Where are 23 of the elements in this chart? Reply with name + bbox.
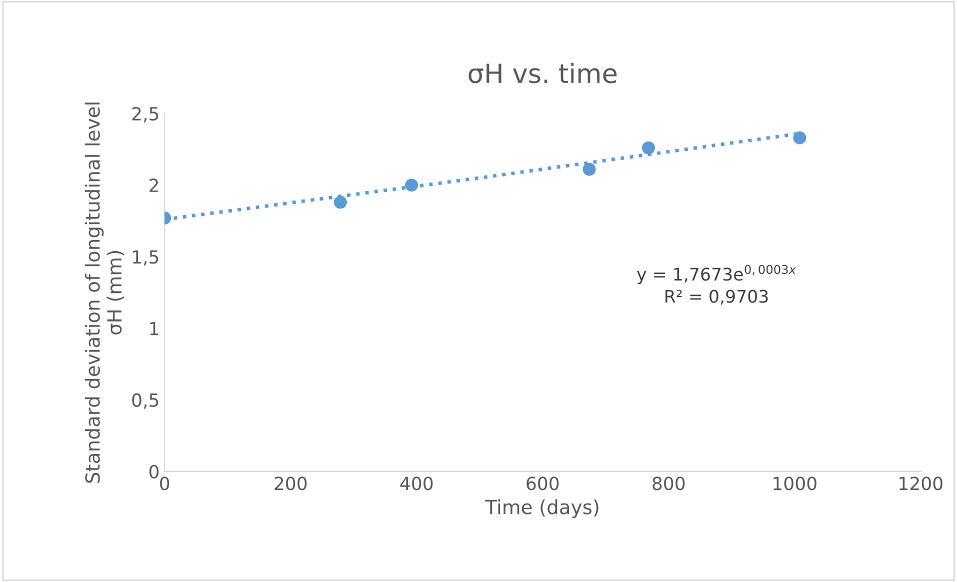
y-tick-label: 2 [150,178,158,192]
y-tick-label: 0 [149,464,159,479]
point [334,196,347,209]
point [642,141,655,154]
x-tick-label: 0 [160,476,170,490]
y-tick-label: 1 [150,322,158,336]
x-tick-label: 400 [400,476,433,490]
x-tick-label: 1200 [900,476,942,490]
annotation: y = 1,7673e$^{0,0003x}$ [636,264,796,284]
y-tick-label: 2,5 [132,106,158,122]
annotation: R² = 0,9703 [666,290,768,305]
point [582,162,596,176]
point [793,131,806,144]
x-tick-label: 200 [274,476,307,490]
y-tick-label: 0,5 [132,393,158,409]
x-axis-title: Time (days) [485,499,598,518]
x-tick-label: 800 [652,476,685,490]
chart-title: σH vs. time [468,62,617,84]
point [405,178,418,192]
x-tick-label: 600 [526,476,559,490]
y-axis-title: Standard deviation of longitudinal level σH (mm) [84,102,124,483]
y-tick-label: 1,5 [133,250,158,266]
x-tick-label: 1000 [774,476,816,490]
